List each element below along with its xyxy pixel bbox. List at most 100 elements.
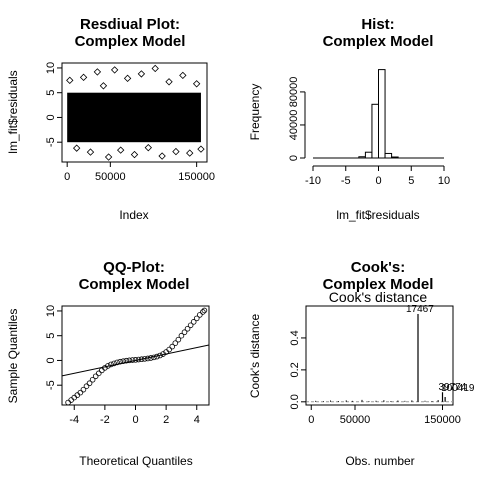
hist-y-tick-label: 0 (288, 155, 300, 161)
qq-x-label: Theoretical Quantiles (79, 454, 192, 468)
hist-x-axis: -10 -5 0 5 10 (305, 166, 450, 187)
qq-y-tick-label: -5 (45, 380, 57, 390)
residual-point-band (67, 93, 201, 143)
residual-x-tick-label: 50000 (95, 171, 126, 183)
cooks-x-tick-label: 0 (308, 414, 314, 426)
residual-title-line1: Resdiual Plot: (80, 16, 180, 33)
residual-point (180, 72, 186, 78)
residual-point (187, 150, 193, 156)
qq-point (78, 390, 83, 395)
qq-x-tick-label: 4 (194, 414, 200, 426)
residual-point (152, 65, 158, 71)
residual-point (94, 69, 100, 75)
residual-dense-band (67, 93, 201, 143)
cooks-spike-label: 100419 (441, 383, 475, 394)
residual-y-tick-label: 5 (45, 90, 57, 96)
residual-point (105, 154, 111, 160)
hist-bar (385, 153, 392, 158)
residual-point (159, 153, 165, 159)
qq-point (75, 393, 80, 398)
residual-title-line2: Complex Model (75, 33, 186, 50)
qq-y-tick-label: 5 (45, 333, 57, 339)
residual-point (74, 145, 80, 151)
cooks-x-tick-label: 50000 (340, 414, 371, 426)
qq-point (197, 313, 202, 318)
residual-y-label: lm_fit$residuals (6, 70, 20, 153)
hist-x-label: lm_fit$residuals (336, 208, 419, 222)
residual-y-axis: -5 0 5 10 (45, 62, 62, 147)
hist-y-label: Frequency (248, 84, 262, 141)
residual-point (131, 151, 137, 157)
residual-y-tick-label: 0 (45, 114, 57, 120)
residual-y-tick-label: 10 (45, 62, 57, 74)
qq-x-tick-label: -2 (100, 414, 110, 426)
cooks-plot-frame (306, 306, 453, 405)
residual-y-tick-label: -5 (45, 137, 57, 147)
residual-point (173, 148, 179, 154)
qq-x-tick-label: -4 (69, 414, 79, 426)
cooks-x-tick-label: 150000 (424, 414, 461, 426)
hist-bar (365, 152, 372, 158)
qq-reference-line (62, 345, 209, 376)
residual-point (166, 79, 172, 85)
cooks-y-tick-label: 0.0 (289, 394, 301, 409)
residual-point (124, 75, 130, 81)
qq-point (69, 398, 74, 403)
hist-x-tick-label: 10 (438, 175, 450, 187)
residual-point (118, 147, 124, 153)
residual-x-tick-label: 150000 (178, 171, 215, 183)
qq-x-tick-label: 0 (132, 414, 138, 426)
residual-point (80, 74, 86, 80)
residual-point (198, 146, 204, 152)
hist-title-line1: Hist: (361, 16, 394, 33)
hist-bar (379, 70, 386, 158)
panel-histogram: Hist: Complex Model -10 -5 0 5 10 0 40000 8000… (248, 16, 450, 222)
hist-y-tick-label: 80000 (288, 77, 300, 108)
panel-cooks: Cook's: Complex Model Cook's distance 17… (248, 259, 475, 468)
cooks-y-tick-label: 0.4 (289, 330, 301, 345)
cooks-y-axis: 0.0 0.2 0.4 (289, 330, 306, 409)
cooks-subtitle: Cook's distance (329, 289, 428, 305)
qq-y-tick-label: 10 (45, 305, 57, 317)
hist-y-tick-label: 40000 (288, 110, 300, 141)
hist-x-tick-label: 5 (408, 175, 414, 187)
qq-point (96, 371, 101, 376)
residual-x-label: Index (119, 208, 148, 222)
qq-point (66, 400, 71, 405)
hist-bar (392, 157, 399, 158)
qq-point (99, 368, 104, 373)
residual-x-tick-label: 0 (64, 171, 70, 183)
residual-point (112, 67, 118, 73)
cooks-x-label: Obs. number (345, 454, 414, 468)
hist-x-tick-label: 0 (375, 175, 381, 187)
hist-bar (359, 157, 366, 158)
panel-qq: QQ-Plot: Complex Model -4 -2 0 2 4 -5 0 5 10 Th… (6, 259, 209, 468)
hist-bar (372, 104, 379, 158)
qq-y-label: Sample Quantiles (6, 309, 20, 404)
hist-title-line2: Complex Model (323, 33, 434, 50)
qq-point (72, 395, 77, 400)
panel-residual: Resdiual Plot: Complex Model 0 50000 15000… (6, 16, 215, 222)
cooks-y-tick-label: 0.2 (289, 362, 301, 377)
residual-point (67, 77, 73, 83)
hist-x-tick-label: -10 (305, 175, 321, 187)
qq-title-line2: Complex Model (79, 276, 190, 293)
hist-y-axis: 0 40000 80000 (288, 77, 305, 161)
qq-y-tick-label: 0 (45, 357, 57, 363)
hist-bars (313, 70, 444, 158)
qq-x-axis: -4 -2 0 2 4 (69, 405, 199, 426)
residual-point (145, 145, 151, 151)
qq-point (84, 384, 89, 389)
cooks-title-line1: Cook's: (351, 259, 405, 276)
qq-x-tick-label: 2 (163, 414, 169, 426)
residual-x-axis: 0 50000 150000 (64, 162, 215, 183)
cooks-spike-label: 17467 (406, 304, 434, 315)
residual-point (100, 83, 106, 89)
residual-point (87, 149, 93, 155)
residual-point (138, 71, 144, 77)
hist-x-tick-label: -5 (341, 175, 351, 187)
qq-y-axis: -5 0 5 10 (45, 305, 62, 390)
